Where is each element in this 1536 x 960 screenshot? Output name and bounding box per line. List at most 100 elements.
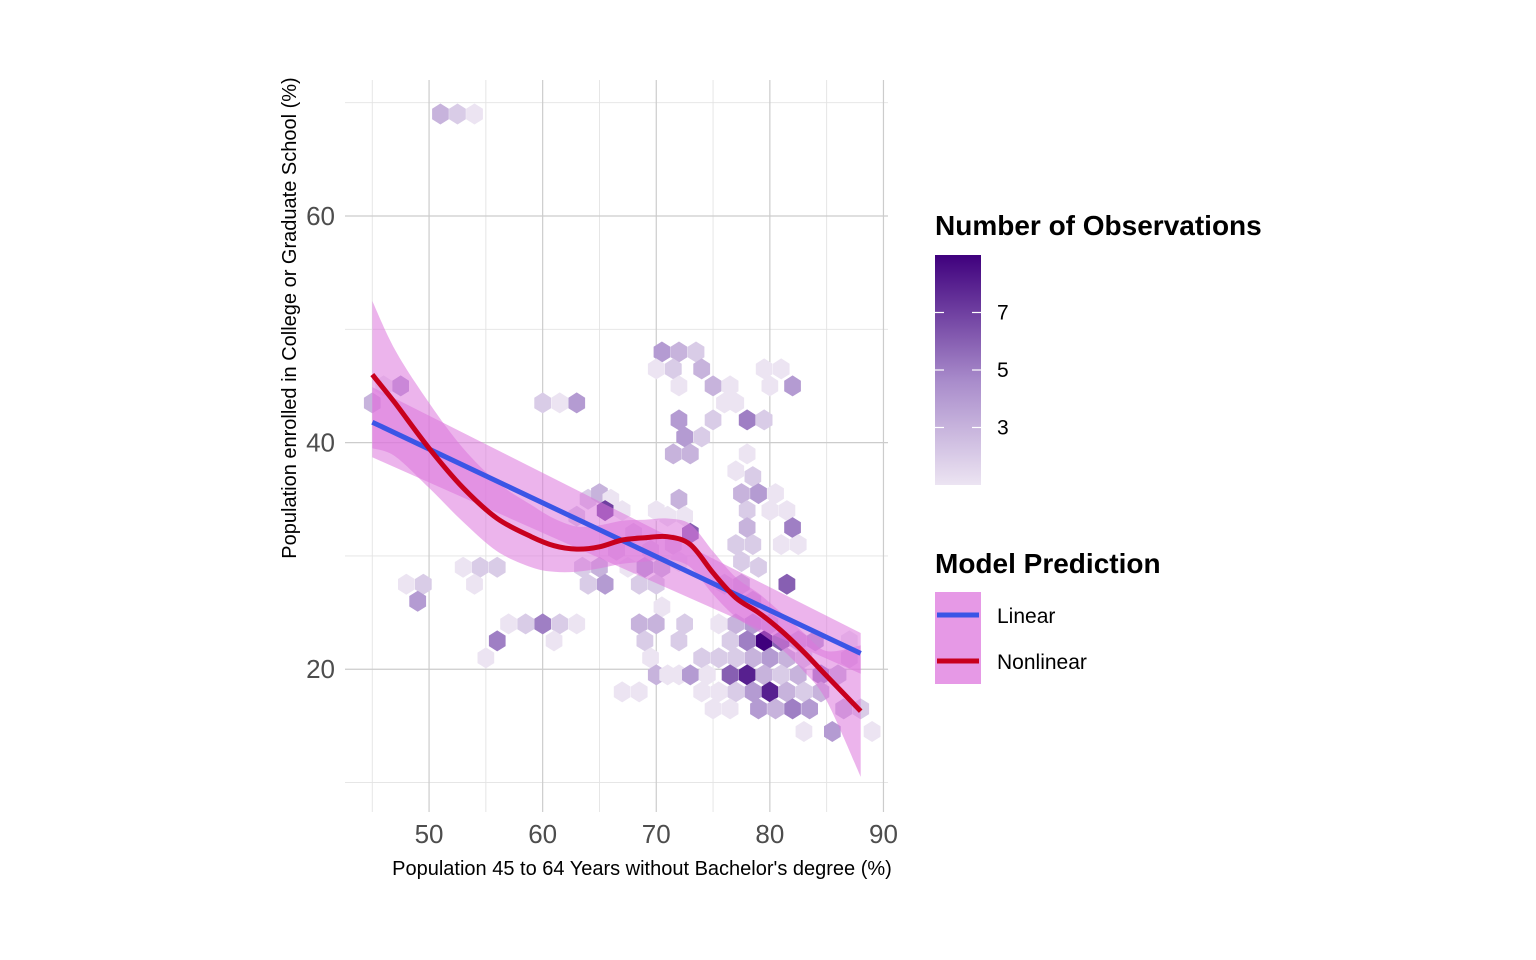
hexbin-cell [568, 392, 586, 414]
hexbin-cell [863, 721, 881, 742]
hexbin-cell [551, 392, 569, 414]
hexbin-cell [750, 556, 767, 578]
hexbin-cell [613, 681, 631, 703]
line-nonlinear [370, 373, 863, 713]
hexbin-cell [409, 590, 427, 612]
hexbin-cell [670, 375, 688, 397]
hexbin-cell [761, 500, 779, 522]
hexbin-cell [727, 681, 745, 703]
y-axis-title: Population enrolled in College or Gradua… [279, 77, 301, 558]
hexbin-cell [664, 358, 682, 380]
colorbar-label: 3 [997, 417, 1009, 440]
hexbin-cell [682, 443, 699, 465]
hexbin-cell [727, 392, 745, 414]
model-legend-keys: Linear Nonlinear [935, 592, 1087, 684]
hexbin-cell [738, 500, 756, 522]
model-lines [370, 373, 863, 713]
hexbin-cell [693, 681, 711, 703]
hexbin-cell [579, 573, 597, 595]
hexbin-cell [750, 698, 767, 720]
hexbin-cell [517, 613, 534, 635]
hexbin-cell [647, 358, 665, 380]
hexbin-cell [488, 630, 506, 652]
hexbin-cell [721, 375, 739, 397]
hexbin-cell [647, 613, 665, 635]
hexbin-cell [744, 681, 762, 703]
hexbin-cell [676, 426, 693, 448]
hexbin-cell [653, 596, 671, 618]
hexbin-cell [545, 630, 563, 652]
hexbin-cell [636, 630, 654, 652]
hexbin-cell [744, 534, 762, 556]
hexbin-cell [466, 103, 483, 125]
hexbin-cell [551, 613, 569, 635]
hexbin-cell [596, 573, 614, 595]
hexbin-cell [778, 681, 796, 703]
hexbin-cell [733, 483, 750, 505]
hexbin-cell [727, 534, 745, 556]
hexbin-cell [471, 556, 489, 578]
hexbin-cell [761, 647, 779, 669]
hexbin-cell [755, 358, 773, 380]
hexbin-cell [534, 392, 551, 414]
colorbar-label: 7 [997, 302, 1009, 325]
x-tick-label: 60 [528, 819, 557, 849]
hexbin-cell [761, 681, 779, 703]
hexbin-cell [687, 341, 705, 363]
hexbin-cell [670, 341, 688, 363]
hexbin-cell [693, 358, 711, 380]
legend-label-nonlinear: Nonlinear [997, 651, 1087, 674]
y-tick-label: 20 [306, 654, 335, 684]
hexbin-cell [784, 698, 801, 720]
fill-legend-title: Number of Observations [935, 210, 1262, 241]
hexbin-cell [647, 500, 665, 522]
model-legend-title: Model Prediction [935, 548, 1161, 579]
hexbin-cell [721, 630, 739, 652]
hexbin-cell [670, 409, 688, 431]
x-axis-title: Population 45 to 64 Years without Bachel… [392, 858, 892, 880]
hexbin-cell [738, 664, 756, 686]
hexbin-cell [664, 443, 682, 465]
model-legend: Model Prediction Linear Nonlinear [935, 548, 1161, 684]
hexbin-cell [772, 358, 790, 380]
hexbin-cell [733, 551, 750, 573]
hexbin-cell [767, 483, 784, 505]
fill-legend: Number of Observations 3 5 7 [935, 210, 1262, 485]
hexbin-cell [738, 443, 756, 465]
hexbin-cell [488, 556, 506, 578]
hexbin-cell [767, 698, 784, 720]
hexbin-cell [755, 664, 773, 686]
hexbin-cell [784, 517, 801, 539]
hexbin-cell [704, 409, 722, 431]
hexbin-cell [432, 103, 449, 125]
hexbin-cell [784, 375, 801, 397]
hexbin-cell [653, 341, 671, 363]
hexbin-cell [670, 630, 688, 652]
hexbin-cell [789, 534, 807, 556]
hexbin-cell [738, 517, 756, 539]
hexbin-cell [755, 409, 773, 431]
hexbin-cell [477, 647, 495, 669]
hexbin-cell [630, 613, 648, 635]
hexbin-cell [693, 647, 711, 669]
hexbin-cell [721, 664, 739, 686]
hexbin-cell [630, 573, 648, 595]
hexbin-cell [534, 613, 551, 635]
hexbin-cell [682, 664, 699, 686]
x-tick-label: 90 [869, 819, 898, 849]
hexbin-cell [744, 466, 762, 488]
hexbin-cell [449, 103, 466, 125]
colorbar-ticks: 3 5 7 [935, 302, 1009, 440]
hexbin-cell [466, 573, 483, 595]
hexbin-cell [824, 721, 841, 742]
colorbar-label: 5 [997, 359, 1009, 382]
line-linear [371, 419, 862, 656]
hexbin-cell [727, 460, 745, 482]
hexbin-cell [704, 375, 722, 397]
x-tick-label: 70 [642, 819, 671, 849]
hexbin-cell [738, 409, 756, 431]
hexbin-cell [699, 664, 716, 686]
hexbin-cell [710, 613, 728, 635]
hexbin-cell [676, 613, 693, 635]
hexbin-cell [693, 426, 711, 448]
